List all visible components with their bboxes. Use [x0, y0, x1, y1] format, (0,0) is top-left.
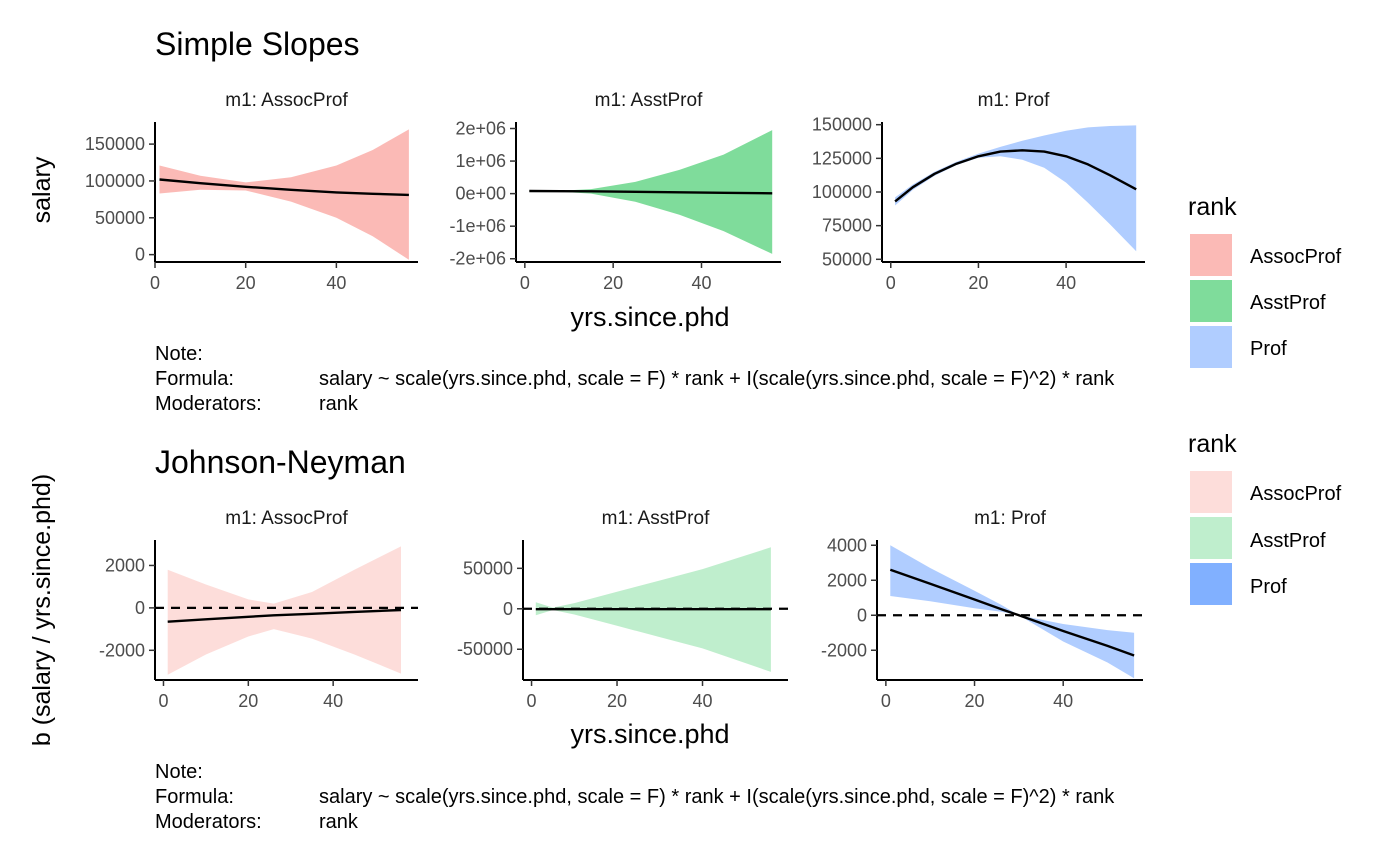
y-tick-label: 0 — [503, 599, 513, 619]
legend-label-prof: Prof — [1250, 338, 1287, 360]
legend-label-asstprof: AsstProf — [1250, 530, 1326, 552]
johnson-neyman-panel-prof: m1: Prof 0 20 40 -2000 0 2000 4000 — [821, 508, 1143, 711]
legend-key-assocprof — [1190, 234, 1232, 276]
legend-key-assocprof — [1190, 471, 1232, 513]
moderators-label: Moderators: — [155, 811, 262, 833]
legend-key-asstprof — [1190, 280, 1232, 322]
y-tick-label: 150000 — [812, 115, 872, 135]
note-label: Note: — [155, 343, 203, 365]
simple-slopes-legend-title: rank — [1188, 193, 1237, 221]
x-tick-label: 40 — [1056, 273, 1076, 293]
x-tick-label: 0 — [150, 273, 160, 293]
confidence-band — [895, 125, 1137, 252]
formula-value: salary ~ scale(yrs.since.phd, scale = F)… — [319, 368, 1115, 390]
x-tick-label: 0 — [527, 691, 537, 711]
simple-slopes-panel-prof: m1: Prof 0 20 40 50000 75000 100000 125000 15000… — [812, 90, 1145, 293]
y-tick-label: 100000 — [812, 182, 872, 202]
johnson-neyman-panel-assocprof: m1: AssocProf 0 20 40 -2000 0 2000 — [99, 508, 418, 711]
x-tick-label: 20 — [603, 273, 623, 293]
legend-key-asstprof — [1190, 517, 1232, 559]
x-tick-label: 40 — [1053, 691, 1073, 711]
simple-slopes-legend: rank AssocProf AsstProf Prof — [1188, 193, 1342, 368]
johnson-neyman-panel-asstprof: m1: AsstProf 0 20 40 -50000 0 50000 — [457, 508, 788, 711]
y-tick-label: 0 — [135, 598, 145, 618]
confidence-band — [159, 129, 409, 260]
confidence-band — [167, 546, 401, 675]
estimate-line — [159, 178, 409, 197]
simple-slopes-y-axis-title: salary — [28, 156, 56, 223]
y-tick-label: 100000 — [85, 171, 145, 191]
panel-strip-label: m1: AssocProf — [225, 508, 348, 529]
legend-key-prof — [1190, 563, 1232, 605]
simple-slopes-x-axis-title: yrs.since.phd — [570, 302, 729, 332]
x-tick-label: 20 — [965, 691, 985, 711]
y-tick-label: 50000 — [822, 249, 872, 269]
y-tick-label: -2000 — [99, 640, 145, 660]
johnson-neyman-x-axis-title: yrs.since.phd — [570, 719, 729, 749]
panel-strip-label: m1: AssocProf — [225, 90, 348, 111]
x-tick-label: 0 — [520, 273, 530, 293]
simple-slopes-panel-asstprof: m1: AsstProf 0 20 40 -2e+06 -1e+06 0e+00 1e+06 2… — [449, 90, 781, 293]
legend-label-prof: Prof — [1250, 576, 1287, 598]
y-tick-label: -2000 — [821, 640, 867, 660]
legend-key-prof — [1190, 326, 1232, 368]
note-label: Note: — [155, 761, 203, 783]
y-tick-label: -2e+06 — [449, 249, 506, 269]
x-tick-label: 20 — [968, 273, 988, 293]
x-tick-label: 40 — [691, 273, 711, 293]
simple-slopes-panel-assocprof: m1: AssocProf 0 20 40 0 50000 100000 150000 — [85, 90, 418, 293]
x-tick-label: 40 — [323, 691, 343, 711]
x-tick-label: 40 — [693, 691, 713, 711]
y-tick-label: -1e+06 — [449, 216, 506, 236]
y-tick-label: 150000 — [85, 134, 145, 154]
y-tick-label: -50000 — [457, 639, 513, 659]
estimate-line — [889, 568, 1135, 657]
estimate-line — [167, 608, 402, 623]
y-tick-label: 2e+06 — [455, 119, 506, 139]
panel-strip-label: m1: AsstProf — [602, 508, 710, 529]
y-tick-label: 2000 — [827, 570, 867, 590]
estimate-line — [894, 149, 1137, 203]
johnson-neyman-y-axis-title: b (salary / yrs.since.phd) — [28, 474, 56, 746]
y-tick-label: 125000 — [812, 148, 872, 168]
x-tick-label: 20 — [607, 691, 627, 711]
x-tick-label: 0 — [158, 691, 168, 711]
y-tick-label: 50000 — [463, 558, 513, 578]
y-tick-label: 1e+06 — [455, 151, 506, 171]
johnson-neyman-legend: rank AssocProf AsstProf Prof — [1188, 430, 1342, 605]
y-tick-label: 0 — [857, 605, 867, 625]
johnson-neyman-title: Johnson-Neyman — [155, 444, 406, 480]
simple-slopes-title: Simple Slopes — [155, 26, 360, 62]
formula-value: salary ~ scale(yrs.since.phd, scale = F)… — [319, 786, 1115, 808]
moderators-value: rank — [319, 393, 358, 415]
johnson-neyman-legend-title: rank — [1188, 430, 1237, 458]
panel-strip-label: m1: Prof — [974, 508, 1047, 529]
x-tick-label: 40 — [326, 273, 346, 293]
y-tick-label: 4000 — [827, 535, 867, 555]
moderators-value: rank — [319, 811, 358, 833]
legend-label-assocprof: AssocProf — [1250, 483, 1342, 505]
estimate-line — [529, 189, 773, 195]
y-tick-label: 75000 — [822, 216, 872, 236]
x-tick-label: 20 — [236, 273, 256, 293]
x-tick-label: 0 — [881, 691, 891, 711]
x-tick-label: 0 — [886, 273, 896, 293]
y-tick-label: 2000 — [105, 555, 145, 575]
panel-strip-label: m1: AsstProf — [595, 90, 703, 111]
y-tick-label: 0 — [135, 245, 145, 265]
legend-label-assocprof: AssocProf — [1250, 246, 1342, 268]
panel-strip-label: m1: Prof — [978, 90, 1051, 111]
formula-label: Formula: — [155, 786, 234, 808]
moderators-label: Moderators: — [155, 393, 262, 415]
y-tick-label: 0e+00 — [455, 184, 506, 204]
x-tick-label: 20 — [238, 691, 258, 711]
formula-label: Formula: — [155, 368, 234, 390]
y-tick-label: 50000 — [95, 208, 145, 228]
legend-label-asstprof: AsstProf — [1250, 292, 1326, 314]
